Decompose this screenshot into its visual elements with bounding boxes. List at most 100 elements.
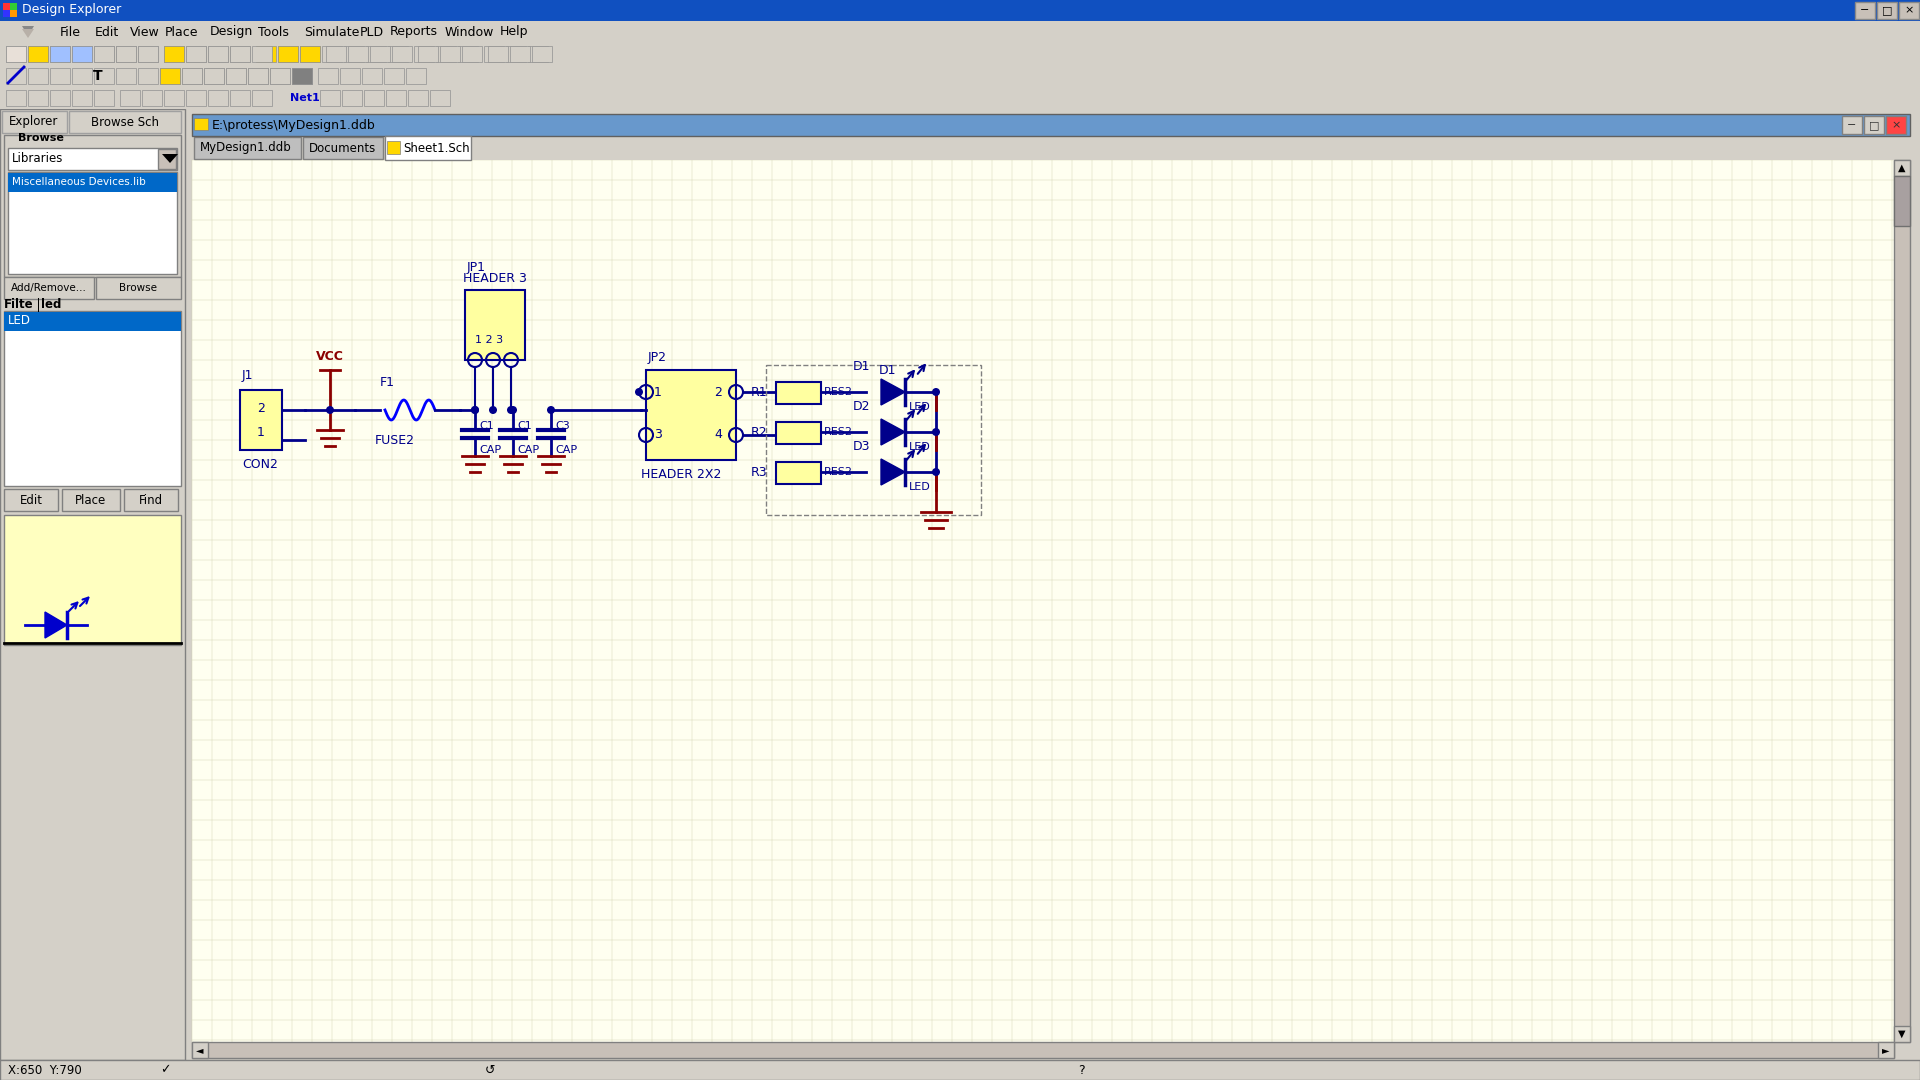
Bar <box>348 46 369 62</box>
Bar <box>73 46 92 62</box>
Bar <box>240 390 282 450</box>
Text: D1: D1 <box>879 364 897 377</box>
Text: VCC: VCC <box>317 350 344 363</box>
Bar <box>192 1042 1893 1058</box>
Bar <box>227 68 246 84</box>
Text: CAP: CAP <box>555 445 578 455</box>
Bar <box>73 90 92 106</box>
Bar <box>367 46 386 62</box>
Polygon shape <box>881 419 904 445</box>
Text: T: T <box>94 69 104 83</box>
Bar <box>1893 160 1910 1042</box>
Bar <box>4 276 94 299</box>
Bar <box>207 46 228 62</box>
Bar <box>386 136 470 160</box>
Bar <box>528 46 547 62</box>
Bar <box>8 172 177 274</box>
Text: PLD: PLD <box>361 26 384 39</box>
Text: 3: 3 <box>655 429 662 442</box>
Text: led: led <box>40 297 61 311</box>
Bar <box>50 68 69 84</box>
Bar <box>192 114 1910 136</box>
Bar <box>230 46 250 62</box>
Bar <box>230 90 250 106</box>
Text: Place: Place <box>165 26 198 39</box>
Text: −: − <box>1847 120 1857 130</box>
Text: CON2: CON2 <box>242 458 278 471</box>
Bar <box>300 46 321 62</box>
Text: Filte: Filte <box>4 297 35 311</box>
Bar <box>230 46 250 62</box>
Bar <box>159 68 180 84</box>
Text: File: File <box>60 26 81 39</box>
Bar <box>371 46 390 62</box>
Text: FUSE2: FUSE2 <box>374 433 415 446</box>
Bar <box>430 90 449 106</box>
Text: Browse Sch: Browse Sch <box>90 116 159 129</box>
Bar <box>4 312 180 330</box>
Polygon shape <box>44 612 67 638</box>
Bar <box>388 141 399 154</box>
Bar <box>386 90 405 106</box>
Text: Sheet1.Sch: Sheet1.Sch <box>403 141 470 154</box>
Bar <box>8 148 177 170</box>
Text: ?: ? <box>1079 1064 1085 1077</box>
Bar <box>252 90 273 106</box>
Text: JP1: JP1 <box>467 261 486 274</box>
Circle shape <box>507 406 515 414</box>
Text: C1: C1 <box>516 421 532 431</box>
Bar <box>4 135 180 276</box>
Circle shape <box>636 388 643 396</box>
Text: F1: F1 <box>380 376 396 389</box>
Bar <box>119 90 140 106</box>
Bar <box>4 311 180 486</box>
Bar <box>365 90 384 106</box>
Text: CAP: CAP <box>516 445 540 455</box>
Text: JP2: JP2 <box>649 351 666 365</box>
Text: 4: 4 <box>714 429 722 442</box>
Bar <box>0 109 184 1059</box>
Bar <box>4 3 10 10</box>
Bar <box>303 137 382 159</box>
Bar <box>388 46 407 62</box>
Text: LED: LED <box>908 442 931 453</box>
Bar <box>326 46 346 62</box>
Bar <box>186 46 205 62</box>
Text: Explorer: Explorer <box>10 116 60 129</box>
Text: □: □ <box>1868 120 1880 130</box>
Text: ×: × <box>1905 5 1914 15</box>
Text: RES2: RES2 <box>824 387 852 397</box>
Circle shape <box>547 406 555 414</box>
Bar <box>248 68 269 84</box>
Bar <box>465 291 524 360</box>
Bar <box>115 46 136 62</box>
Bar <box>29 46 48 62</box>
Bar <box>0 87 1920 109</box>
Bar <box>207 46 228 62</box>
Bar <box>94 46 113 62</box>
Circle shape <box>470 406 478 414</box>
Bar <box>204 68 225 84</box>
Circle shape <box>326 406 334 414</box>
Text: ✓: ✓ <box>159 1064 171 1077</box>
Bar <box>340 68 361 84</box>
Bar <box>363 68 382 84</box>
Text: C1: C1 <box>478 421 493 431</box>
Bar <box>419 46 438 62</box>
Bar <box>292 68 311 84</box>
Bar <box>138 46 157 62</box>
Bar <box>384 68 403 84</box>
Text: R2: R2 <box>751 426 768 438</box>
Text: 1: 1 <box>655 386 662 399</box>
Bar <box>6 46 27 62</box>
Text: Browse: Browse <box>17 133 63 143</box>
Bar <box>0 65 1920 87</box>
Text: Documents: Documents <box>309 141 376 154</box>
Bar <box>507 46 526 62</box>
Text: LED: LED <box>8 314 31 327</box>
Text: HEADER 2X2: HEADER 2X2 <box>641 469 722 482</box>
Text: ▲: ▲ <box>1899 163 1907 173</box>
Bar <box>459 46 478 62</box>
Text: Browse: Browse <box>119 283 157 293</box>
Bar <box>138 46 157 62</box>
